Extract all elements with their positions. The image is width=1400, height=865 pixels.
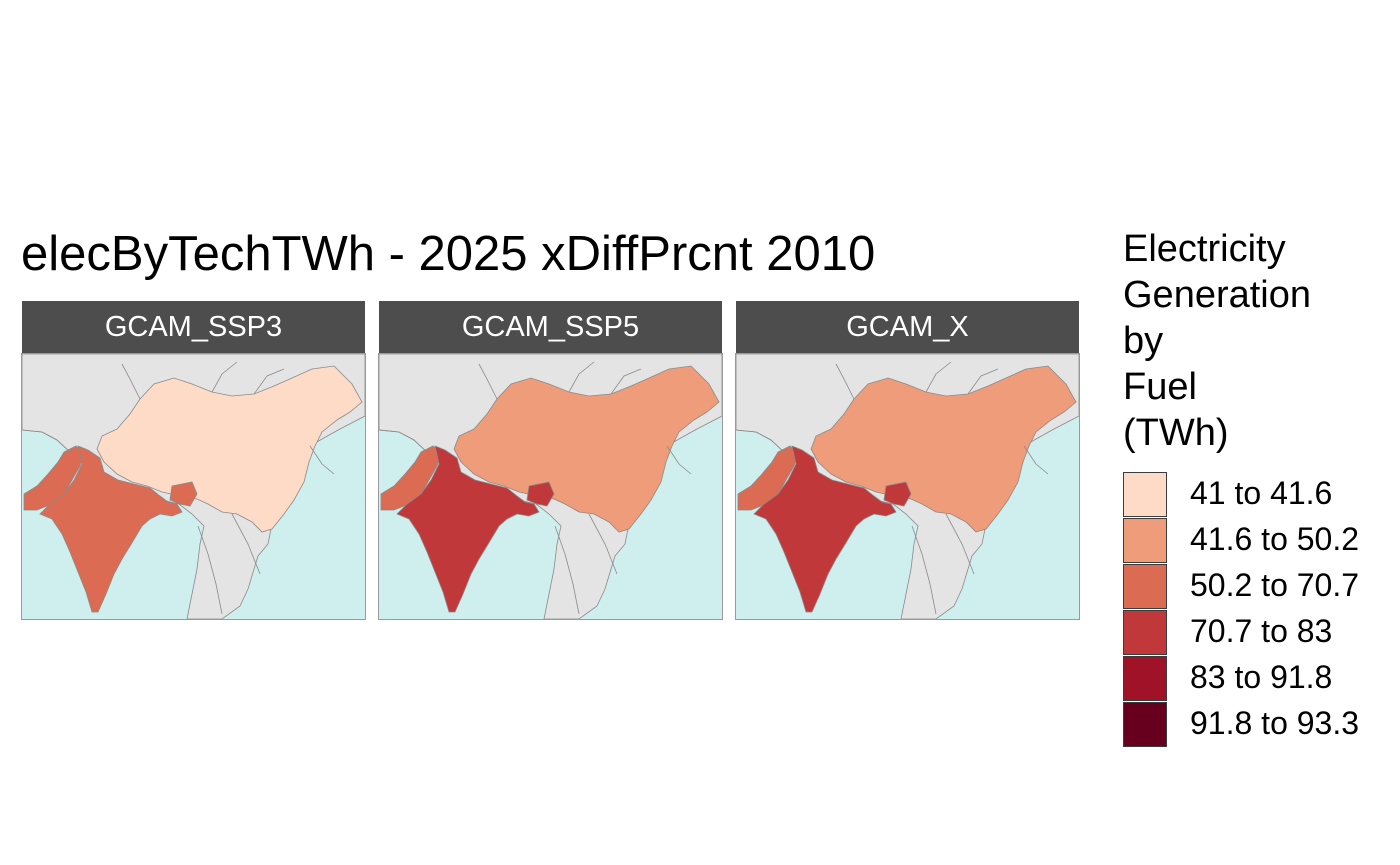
- legend-swatch: [1123, 472, 1167, 517]
- map-svg: [736, 354, 1079, 619]
- region-india: [396, 445, 540, 613]
- legend-title-line: Generation: [1123, 274, 1312, 316]
- facet-map: [378, 353, 723, 620]
- region-india-east: [169, 481, 198, 507]
- facet-strip-label: GCAM_SSP5: [379, 301, 722, 354]
- legend-label: 83 to 91.8: [1190, 659, 1333, 695]
- region-india-east: [883, 481, 912, 507]
- legend-title-line: Electricity: [1123, 228, 1286, 270]
- facet-strip-label: GCAM_X: [736, 301, 1079, 354]
- facet-map: [735, 353, 1080, 620]
- legend-title-line: Fuel: [1123, 366, 1197, 408]
- facet-panel-gcam-ssp5: GCAM_SSP5: [378, 301, 723, 620]
- legend-title-line: by: [1123, 320, 1164, 362]
- legend-item: 83 to 91.8: [1123, 656, 1393, 702]
- region-india: [753, 445, 897, 613]
- legend-item: 91.8 to 93.3: [1123, 702, 1393, 748]
- legend-swatch: [1123, 564, 1167, 609]
- legend-item: 50.2 to 70.7: [1123, 564, 1393, 610]
- legend-swatch: [1123, 518, 1167, 563]
- legend-label: 70.7 to 83: [1190, 613, 1333, 649]
- legend-label: 41.6 to 50.2: [1190, 521, 1360, 557]
- legend-item: 70.7 to 83: [1123, 610, 1393, 656]
- legend-label: 50.2 to 70.7: [1190, 567, 1360, 603]
- facet-strip-label: GCAM_SSP3: [22, 301, 365, 354]
- facet-panel-gcam-x: GCAM_X: [735, 301, 1080, 620]
- border-lines: [379, 361, 692, 615]
- map-svg: [379, 354, 722, 619]
- region-india-east: [526, 481, 555, 507]
- facet-map: [21, 353, 366, 620]
- border-lines: [22, 361, 335, 615]
- legend-title-line: (TWh): [1123, 412, 1229, 454]
- legend-label: 91.8 to 93.3: [1190, 705, 1360, 741]
- facet-panel-gcam-ssp3: GCAM_SSP3: [21, 301, 366, 620]
- legend-title: Electricity Generation by Fuel (TWh): [1123, 226, 1383, 456]
- legend-swatch: [1123, 610, 1167, 655]
- legend-label: 41 to 41.6: [1190, 475, 1333, 511]
- map-svg: [22, 354, 365, 619]
- region-india: [39, 445, 183, 613]
- legend-swatch: [1123, 702, 1167, 747]
- legend-item: 41 to 41.6: [1123, 472, 1393, 518]
- legend-item: 41.6 to 50.2: [1123, 518, 1393, 564]
- chart-title: elecByTechTWh - 2025 xDiffPrcnt 2010: [21, 227, 876, 281]
- legend-swatch: [1123, 656, 1167, 701]
- border-lines: [736, 361, 1049, 615]
